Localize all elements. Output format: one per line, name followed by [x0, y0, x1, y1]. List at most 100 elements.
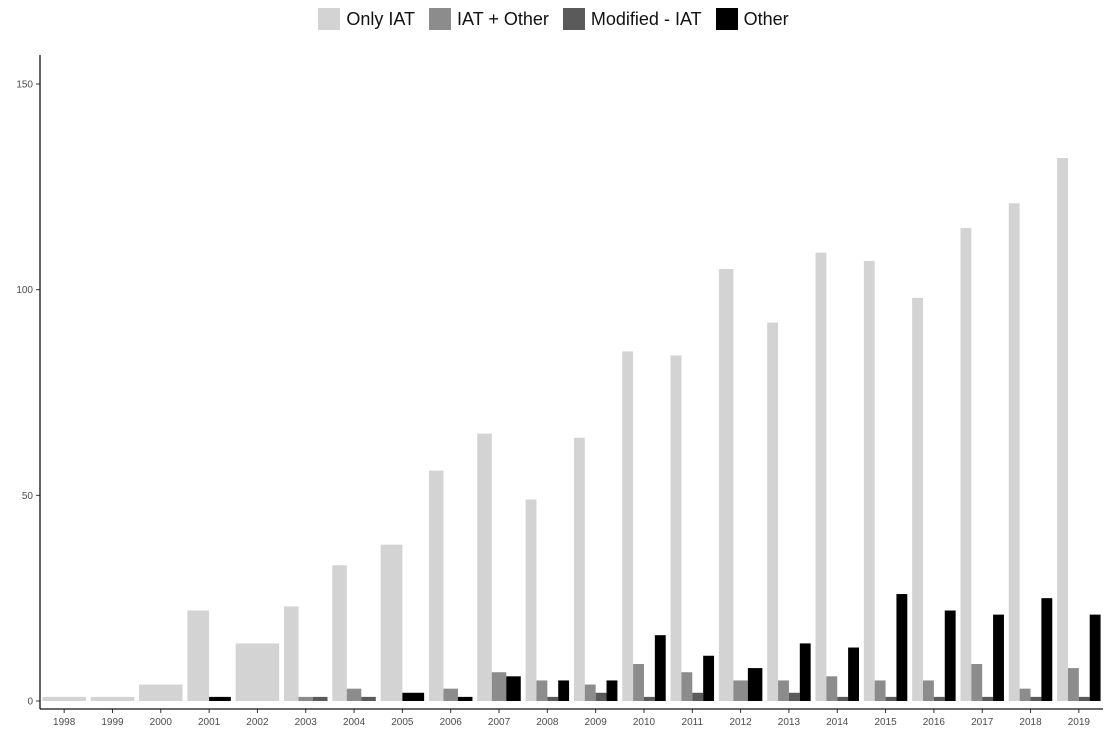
legend-swatch-only-iat	[318, 8, 341, 30]
bar-modified-iat-2008	[547, 696, 559, 701]
bar-only-iat-1999	[90, 696, 135, 701]
bar-only-iat-1998	[42, 696, 86, 701]
bar-iat-other-2010	[633, 663, 644, 701]
bar-iat-other-2012	[733, 680, 748, 701]
bar-iat-other-2009	[584, 684, 596, 701]
x-tick-label-2018: 2018	[1019, 717, 1042, 728]
bar-only-iat-2000	[139, 684, 183, 701]
bar-modified-iat-2004	[361, 696, 376, 701]
bar-other-2008	[558, 680, 570, 701]
x-tick-label-2009: 2009	[585, 717, 608, 728]
legend-item-iat-plus-other: IAT + Other	[429, 8, 549, 30]
legend-label-other: Other	[743, 8, 789, 29]
bar-other-2007	[506, 676, 521, 701]
x-tick-label-2001: 2001	[198, 717, 221, 728]
bar-only-iat-2009	[573, 437, 585, 701]
bar-only-iat-2006	[428, 470, 444, 701]
bar-only-iat-2017	[960, 227, 972, 701]
bar-other-2019	[1089, 614, 1101, 701]
bar-other-2015	[896, 594, 908, 701]
bar-only-iat-2018	[1008, 203, 1020, 702]
legend-label-iat-plus-other: IAT + Other	[457, 8, 549, 29]
bar-modified-iat-2019	[1078, 696, 1090, 701]
legend-item-modified-iat: Modified - IAT	[562, 8, 702, 30]
legend-swatch-modified-iat	[562, 8, 585, 30]
bar-modified-iat-2018	[1030, 696, 1042, 701]
x-tick-label-2004: 2004	[343, 717, 366, 728]
bar-iat-other-2007	[491, 672, 507, 701]
x-tick-label-2002: 2002	[246, 717, 269, 728]
bar-iat-other-2019	[1067, 668, 1079, 701]
bar-only-iat-2016	[912, 297, 924, 701]
bar-only-iat-2013	[767, 322, 779, 701]
legend-item-only-iat: Only IAT	[318, 8, 415, 30]
legend: Only IAT IAT + Other Modified - IAT Othe…	[0, 4, 1107, 34]
x-tick-label-1999: 1999	[101, 717, 124, 728]
bar-other-2011	[703, 655, 715, 701]
bar-only-iat-2010	[622, 351, 634, 701]
bar-modified-iat-2015	[885, 696, 897, 701]
bar-other-2001	[209, 696, 231, 701]
bar-other-2009	[606, 680, 618, 701]
bar-only-iat-2019	[1057, 158, 1068, 702]
bar-iat-other-2018	[1019, 688, 1031, 701]
x-tick-label-2011: 2011	[682, 717, 704, 728]
bar-only-iat-2001	[187, 610, 210, 701]
bar-only-iat-2007	[477, 433, 492, 701]
x-tick-label-2006: 2006	[440, 717, 463, 728]
bar-iat-other-2008	[536, 680, 548, 701]
bar-iat-other-2003	[298, 696, 313, 701]
x-tick-label-2015: 2015	[874, 717, 897, 728]
bar-only-iat-2012	[718, 269, 734, 701]
x-tick-label-2019: 2019	[1068, 717, 1091, 728]
bar-only-iat-2015	[863, 260, 875, 701]
bar-iat-other-2006	[443, 688, 458, 701]
bar-modified-iat-2003	[313, 696, 328, 701]
x-tick-label-1998: 1998	[53, 717, 76, 728]
x-tick-label-2000: 2000	[150, 717, 173, 728]
bar-iat-other-2004	[346, 688, 362, 701]
bar-other-2017	[993, 614, 1004, 701]
bar-iat-other-2013	[778, 680, 789, 701]
x-tick-label-2014: 2014	[826, 717, 849, 728]
bar-other-2013	[799, 643, 811, 701]
bar-iat-other-2014	[826, 676, 838, 701]
bar-other-2010	[654, 635, 666, 701]
bar-other-2006	[457, 696, 473, 701]
legend-label-modified-iat: Modified - IAT	[590, 8, 702, 29]
bar-other-2016	[944, 610, 956, 701]
bar-modified-iat-2014	[837, 696, 849, 701]
bar-modified-iat-2011	[692, 692, 704, 701]
legend-swatch-iat-plus-other	[429, 8, 452, 30]
y-tick-label-50: 50	[22, 491, 34, 502]
x-tick-label-2008: 2008	[536, 717, 559, 728]
x-tick-label-2003: 2003	[295, 717, 318, 728]
bar-iat-other-2017	[971, 663, 983, 701]
bar-only-iat-2005	[380, 544, 403, 701]
bar-only-iat-2014	[815, 252, 827, 701]
bar-iat-other-2015	[874, 680, 886, 701]
bar-only-iat-2008	[525, 499, 537, 701]
x-tick-label-2017: 2017	[971, 717, 994, 728]
x-tick-label-2016: 2016	[923, 717, 946, 728]
bar-other-2005	[402, 692, 425, 701]
bar-modified-iat-2017	[982, 696, 994, 701]
bar-only-iat-2011	[670, 355, 682, 701]
bar-iat-other-2016	[923, 680, 934, 701]
x-tick-label-2012: 2012	[729, 717, 752, 728]
bar-modified-iat-2010	[643, 696, 655, 701]
legend-swatch-other	[715, 8, 738, 30]
bar-only-iat-2004	[332, 565, 347, 701]
x-tick-label-2007: 2007	[488, 717, 511, 728]
legend-label-only-iat: Only IAT	[346, 8, 416, 29]
x-tick-label-2010: 2010	[633, 717, 656, 728]
y-tick-label-150: 150	[16, 80, 33, 91]
bar-modified-iat-2009	[595, 692, 607, 701]
bar-modified-iat-2013	[788, 692, 800, 701]
legend-item-other: Other	[715, 8, 789, 30]
bar-only-iat-2003	[284, 606, 299, 701]
bar-only-iat-2002	[235, 643, 280, 701]
x-tick-label-2013: 2013	[778, 717, 801, 728]
y-tick-label-0: 0	[27, 697, 33, 708]
